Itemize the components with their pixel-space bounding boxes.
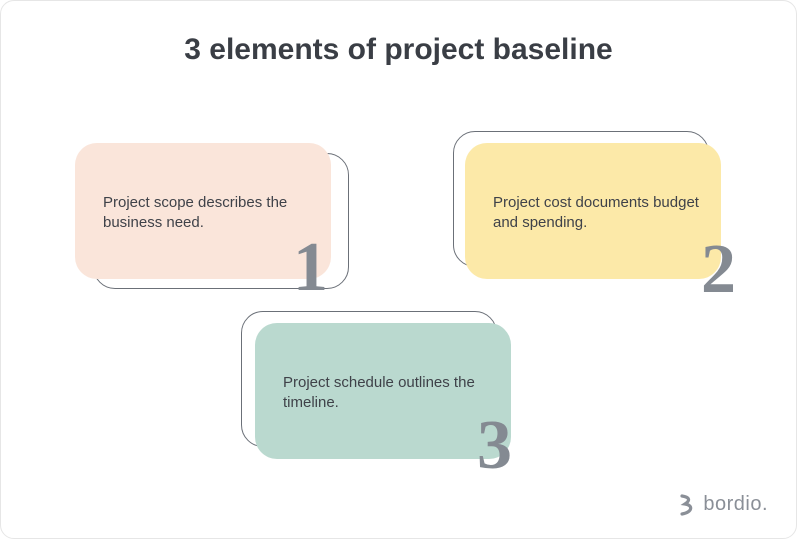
card-schedule: Project schedule outlines the timeline. … xyxy=(255,323,571,519)
brand-logo-path xyxy=(682,496,691,514)
card-schedule-number: 3 xyxy=(477,411,512,481)
card-cost: Project cost documents budget and spendi… xyxy=(453,143,781,339)
page-title: 3 elements of project baseline xyxy=(1,33,796,67)
card-scope-number: 1 xyxy=(293,233,328,303)
card-cost-text: Project cost documents budget and spendi… xyxy=(493,193,703,234)
brand-logo: bordio. xyxy=(679,493,768,516)
card-schedule-text: Project schedule outlines the timeline. xyxy=(283,373,493,414)
card-cost-number: 2 xyxy=(701,235,736,305)
brand-logo-text: bordio. xyxy=(703,493,768,516)
infographic-canvas: 3 elements of project baseline Project s… xyxy=(0,0,797,539)
card-scope-text: Project scope describes the business nee… xyxy=(103,193,313,234)
brand-logo-icon xyxy=(679,494,695,516)
